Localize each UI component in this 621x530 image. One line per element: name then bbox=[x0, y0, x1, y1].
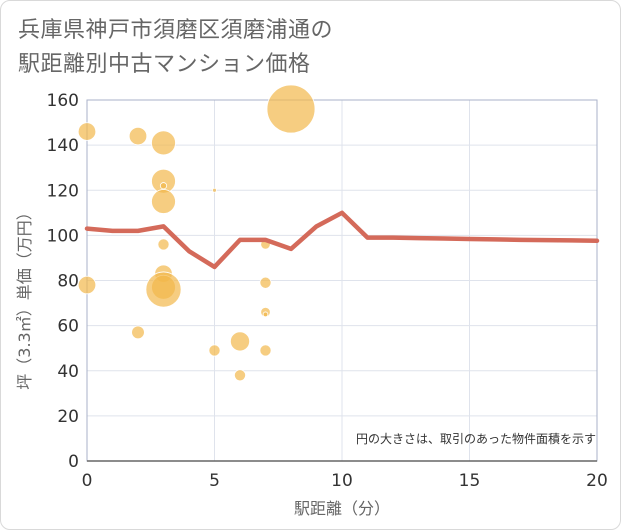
y-tick-label: 40 bbox=[57, 362, 79, 382]
average-price-line bbox=[84, 210, 600, 270]
bubble-point bbox=[145, 271, 182, 308]
x-tick-label: 10 bbox=[331, 471, 353, 491]
bubble-point bbox=[128, 126, 148, 146]
average-line-layer bbox=[84, 210, 600, 270]
y-tick-label: 120 bbox=[47, 181, 79, 201]
y-tick-label: 140 bbox=[47, 136, 79, 156]
bubble-point bbox=[266, 84, 316, 134]
y-tick-label: 160 bbox=[47, 91, 79, 111]
x-tick-label: 5 bbox=[209, 471, 220, 491]
x-tick-label: 15 bbox=[459, 471, 481, 491]
bubble-point bbox=[259, 344, 272, 357]
bubble-point bbox=[262, 311, 269, 318]
bubble-point bbox=[208, 344, 221, 357]
y-tick-label: 60 bbox=[57, 317, 79, 337]
x-tick-label: 0 bbox=[82, 471, 93, 491]
bubble-point bbox=[157, 238, 170, 251]
bubble-point bbox=[259, 276, 272, 289]
bubble-point bbox=[212, 187, 217, 193]
chart-title: 兵庫県神戸市須磨区須磨浦通の 駅距離別中古マンション価格 bbox=[18, 14, 333, 82]
bubble-point bbox=[151, 189, 176, 214]
y-tick-label: 0 bbox=[68, 452, 79, 472]
bubble-point bbox=[77, 122, 97, 141]
axes: 0 20 40 60 80 100 120 140 160 0 5 10 15 20 bbox=[47, 91, 608, 491]
y-axis-title: 坪（3.3㎡）単価（万円） bbox=[15, 204, 34, 389]
x-axis-title: 駅距離（分） bbox=[294, 499, 390, 518]
bubble-point bbox=[131, 325, 145, 340]
bubble-point bbox=[229, 331, 250, 352]
bubble-point bbox=[77, 275, 97, 295]
bubble-point bbox=[159, 182, 168, 190]
y-tick-label: 100 bbox=[47, 226, 79, 246]
bubble-size-note: 円の大きさは、取引のあった物件面積を示す bbox=[356, 431, 596, 446]
bubble-point bbox=[151, 130, 176, 156]
chart-title-line-2: 駅距離別中古マンション価格 bbox=[18, 52, 311, 77]
bubble-point bbox=[233, 369, 246, 382]
y-tick-label: 80 bbox=[57, 272, 79, 292]
x-tick-label: 20 bbox=[586, 471, 608, 491]
chart-title-line-1: 兵庫県神戸市須磨区須磨浦通の bbox=[18, 18, 334, 43]
y-tick-label: 20 bbox=[57, 407, 79, 427]
